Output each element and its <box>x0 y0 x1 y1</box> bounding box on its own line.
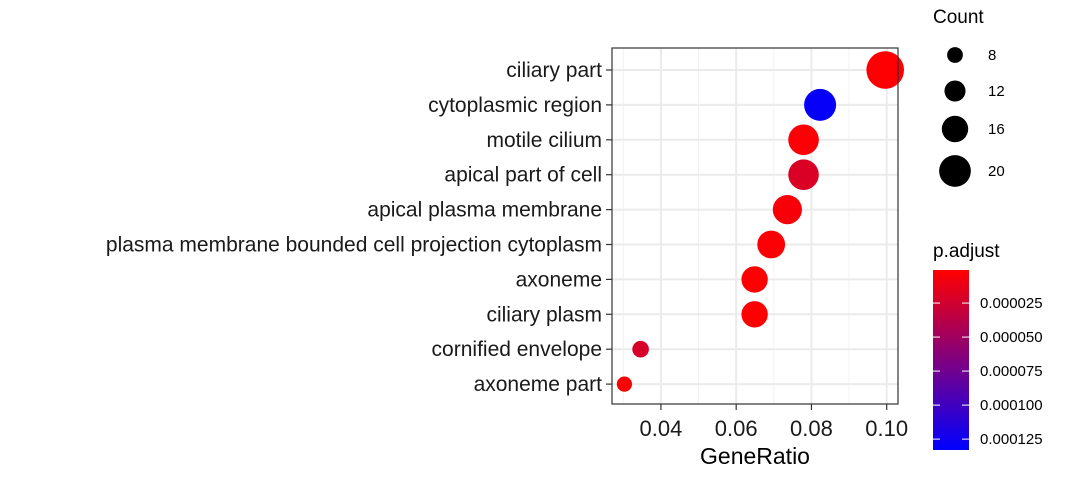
size-legend-key <box>941 115 969 143</box>
y-tick-label: ciliary plasm <box>486 303 602 326</box>
data-point <box>741 266 768 293</box>
x-tick-label: 0.10 <box>865 416 908 441</box>
x-tick-label: 0.08 <box>790 416 833 441</box>
y-tick-label: axoneme <box>516 268 602 291</box>
color-legend-label: 0.000050 <box>980 329 1043 346</box>
y-tick-label: apical plasma membrane <box>367 199 602 222</box>
color-legend-bar <box>933 270 969 450</box>
size-legend-label: 20 <box>988 163 1005 180</box>
x-tick-label: 0.04 <box>640 416 683 441</box>
data-point <box>757 230 786 259</box>
data-point <box>866 51 905 89</box>
data-point <box>788 124 819 156</box>
y-tick-label: cornified envelope <box>432 338 602 361</box>
size-legend-label: 16 <box>988 121 1005 138</box>
plot-panel <box>612 48 898 404</box>
size-legend-label: 8 <box>988 47 996 64</box>
x-axis-title: GeneRatio <box>700 443 810 469</box>
color-legend-label: 0.000025 <box>980 295 1043 312</box>
size-legend-label: 12 <box>988 83 1005 100</box>
color-legend-label: 0.000125 <box>980 431 1043 448</box>
data-point <box>632 340 649 358</box>
y-tick-label: ciliary part <box>506 59 602 82</box>
x-tick-label: 0.06 <box>715 416 758 441</box>
data-point <box>772 195 802 225</box>
data-point <box>741 301 768 328</box>
size-legend-key <box>944 80 966 102</box>
color-legend-label: 0.000100 <box>980 397 1043 414</box>
y-tick-label: axoneme part <box>474 373 603 396</box>
size-legend-title: Count <box>933 7 984 28</box>
y-tick-label: apical part of cell <box>444 164 602 187</box>
data-point <box>788 159 819 190</box>
y-tick-label: motile cilium <box>486 129 602 152</box>
color-legend-title: p.adjust <box>933 241 1000 262</box>
color-legend-label: 0.000075 <box>980 363 1043 380</box>
data-point <box>804 88 837 121</box>
data-point <box>616 376 633 392</box>
y-tick-label: plasma membrane bounded cell projection … <box>106 234 602 257</box>
panel-border <box>611 47 899 405</box>
size-legend-key <box>947 47 963 63</box>
size-legend-key <box>939 155 971 187</box>
y-tick-label: cytoplasmic region <box>428 94 602 117</box>
